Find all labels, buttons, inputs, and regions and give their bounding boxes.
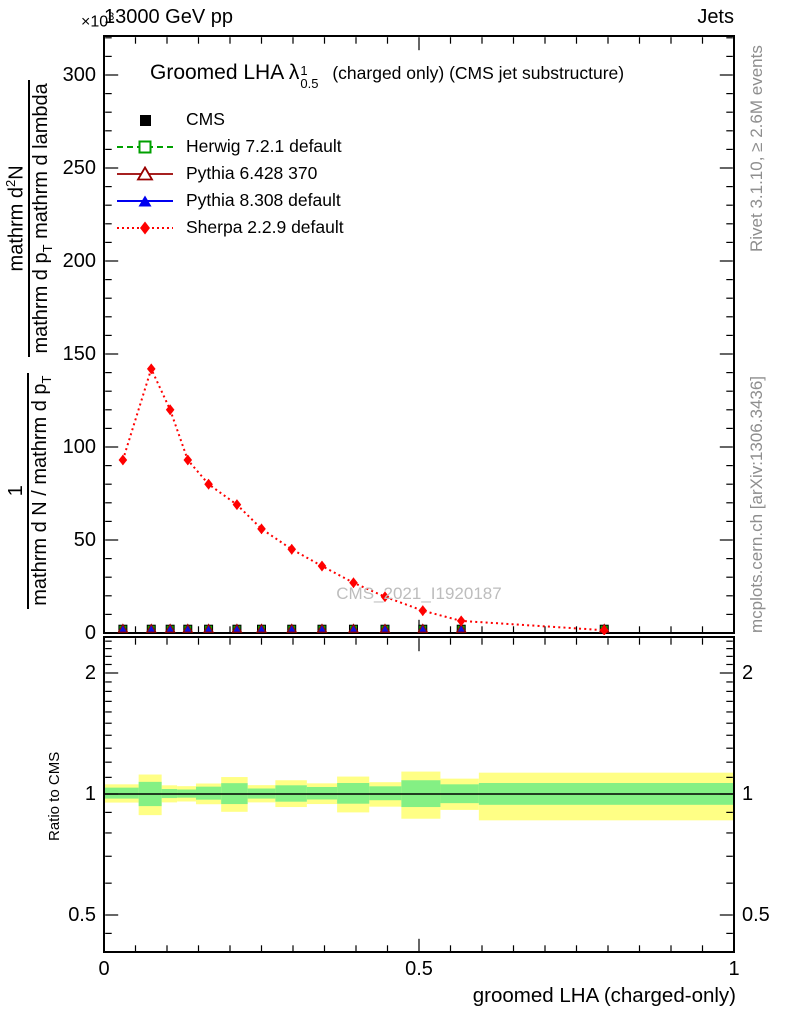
ratio-tick-label-left: 0.5 [68,904,96,926]
legend: CMS Herwig 7.2.1 default Pythia 6.428 37… [117,106,344,241]
pythia6-marker [164,623,176,633]
sherpa-marker-icon [117,220,173,236]
sherpa-curve [118,363,609,635]
pythia6-marker [379,623,391,633]
sherpa-data-point [349,577,358,589]
sherpa-data-point [204,478,213,490]
pythia8-marker [288,625,296,632]
ratio-uncertainty-bands [104,771,734,821]
sherpa-data-point [317,560,327,572]
ratio-axis-label: Ratio to CMS [46,751,63,841]
legend-item-label: Pythia 8.308 default [186,190,341,210]
x-axis-label: groomed LHA (charged-only) [472,984,736,1007]
legend-item-label: Pythia 6.428 370 [186,163,318,183]
pythia8-marker [350,625,357,632]
pythia6-marker [231,623,243,633]
legend-item-pythia8: Pythia 8.308 default [117,187,344,214]
herwig-marker-icon [117,139,173,155]
rivet-version-note: Rivet 3.1.10, ≥ 2.6M events [747,45,766,252]
pythia6-marker [316,623,328,633]
ratio-plot [103,636,735,953]
pythia8-marker-icon [117,193,173,209]
legend-item-label: Sherpa 2.2.9 default [186,217,344,237]
y-axis-label-fraction-1: 1 mathrm d N / mathrm d pT [5,372,55,609]
pythia6-marker-icon [117,165,173,182]
pythia8-marker [166,625,174,632]
ratio-green-band [195,786,222,800]
x-tick-label: 0.5 [405,958,433,980]
pythia6-marker [286,623,298,633]
mcplots-citation-note: mcplots.cern.ch [arXiv:1306.3436] [747,375,766,633]
ratio-plot-border [103,636,735,953]
ratio-green-band [104,787,139,799]
legend-item-cms: CMS [117,106,344,133]
page-title: Groomed LHA λ 1 0.5 (charged only) (CMS je… [150,60,625,92]
sherpa-data-point [146,363,156,375]
analysis-group-label: Jets [697,6,734,28]
sherpa-data-point [165,404,175,416]
sherpa-data-point [418,605,428,617]
pythia6-marker [203,623,215,633]
sherpa-data-point [456,615,466,627]
sherpa-data-point [257,523,266,535]
pythia8-marker [147,625,155,632]
x-tick-label: 1 [728,958,740,980]
sherpa-data-point [599,624,609,635]
sherpa-data-point [287,543,297,555]
legend-item-label: Herwig 7.2.1 default [186,136,342,156]
pythia6-marker [255,623,268,633]
legend-item-sherpa: Sherpa 2.2.9 default [117,214,344,241]
pythia8-marker [233,625,241,632]
legend-item-herwig: Herwig 7.2.1 default [117,133,344,160]
lambda-symbol: λ [288,60,300,84]
pythia8-marker [258,625,265,632]
pythia6-marker [417,623,429,633]
watermark: CMS_2021_I1920187 [336,584,502,603]
pythia6-marker [145,623,157,633]
ratio-tick-label-left: 2 [84,662,96,684]
y-axis-label-fraction-2: mathrm d2N mathrm d pT mathrm d lambda [3,80,56,357]
cms-marker-icon [117,112,173,128]
y-axis-scale-exponent: ×103 [81,11,115,31]
ratio-tick-label-right: 1 [742,783,754,805]
legend-item-pythia6: Pythia 6.428 370 [117,160,344,187]
pythia8-marker [419,625,427,632]
x-tick-label: 0 [98,958,110,980]
pythia6-marker [182,623,194,633]
pythia8-marker [119,625,127,632]
ratio-tick-label-right: 2 [742,662,754,684]
pythia8-marker [318,625,326,632]
baseline-markers [117,623,610,634]
pythia8-marker [205,625,212,632]
y-axis-label: 1 mathrm d N / mathrm d pT mathrm d2N ma… [3,32,56,657]
pythia8-marker [381,625,389,632]
pythia8-marker [184,625,192,632]
pythia6-marker [117,623,129,633]
beam-energy-label: 13000 GeV pp [104,6,233,28]
ratio-tick-label-right: 0.5 [742,904,770,926]
pythia8-marker [457,625,465,632]
sherpa-data-point [232,499,242,511]
sherpa-data-point [118,454,128,466]
pythia6-marker [455,623,467,633]
legend-item-label: CMS [186,109,225,129]
main-plot [103,35,735,635]
pythia6-marker [347,623,360,633]
sherpa-data-point [380,591,390,603]
